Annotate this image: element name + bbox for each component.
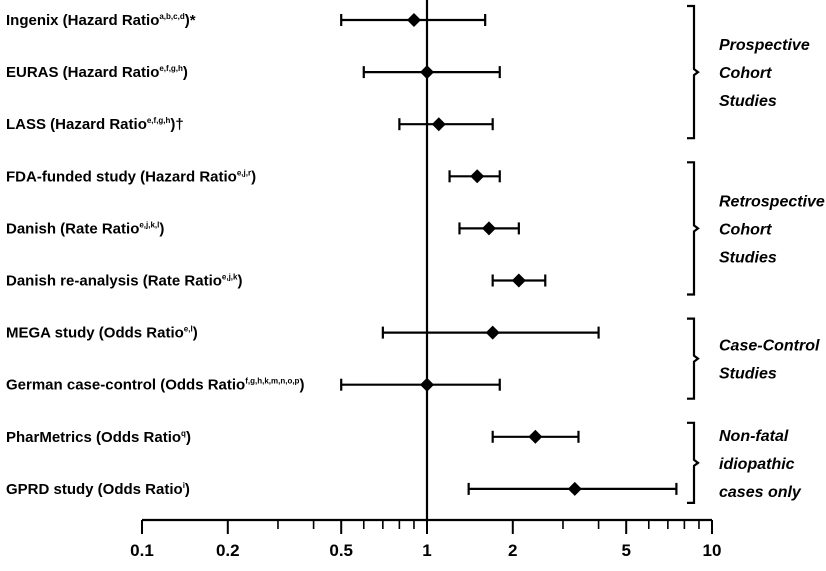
row-label-suffix: ) xyxy=(185,481,190,498)
x-tick-label: 0.5 xyxy=(329,541,353,560)
row-label-name: LASS (Hazard Ratio xyxy=(6,116,147,133)
row-label-name: Ingenix (Hazard Ratio xyxy=(6,12,159,29)
row-label-suffix: ) xyxy=(183,64,188,81)
row-label-suffix: )* xyxy=(185,12,196,29)
group-label: Retrospective xyxy=(719,193,825,210)
row-label-superscript: i xyxy=(183,481,185,490)
x-axis: 0.1 0.2 0.5 1 2 5 10 xyxy=(130,518,722,560)
group-label: Non-fatal xyxy=(719,428,789,445)
row-label-name: FDA-funded study (Hazard Ratio xyxy=(6,168,237,185)
point-estimate-diamond xyxy=(431,117,446,132)
row-label-superscript: e,j,r xyxy=(237,168,251,177)
row-label-name: EURAS (Hazard Ratio xyxy=(6,64,159,81)
point-estimate-diamond xyxy=(420,65,434,80)
row-label-superscript: f,g,h,k,m,n,o,p xyxy=(245,377,299,386)
row-label: German case-control (Odds Ratiof,g,h,k,m… xyxy=(6,377,304,394)
group-label: Studies xyxy=(719,93,777,110)
row-label-superscript: q xyxy=(181,429,186,438)
row-label: LASS (Hazard Ratioe,f,g,h)† xyxy=(6,116,184,133)
x-tick-label: 2 xyxy=(508,541,517,560)
confidence-intervals xyxy=(340,14,678,495)
row-label-name: Danish (Rate Ratio xyxy=(6,220,139,237)
row-label-superscript: a,b,c,d xyxy=(159,12,184,21)
group-bracket xyxy=(687,4,700,140)
row-label-superscript: e,f,g,h xyxy=(159,64,183,73)
row-label: Danish re-analysis (Rate Ratioe,j,k) xyxy=(6,273,242,290)
point-estimate-diamond xyxy=(470,169,485,184)
point-estimate-diamond xyxy=(481,221,496,236)
row-label: EURAS (Hazard Ratioe,f,g,h) xyxy=(6,64,188,81)
group-label: Studies xyxy=(719,249,777,266)
row-label: PharMetrics (Odds Ratioq) xyxy=(6,429,191,446)
row-label-suffix: ) xyxy=(251,168,256,185)
group-bracket xyxy=(687,421,700,504)
row-label: Danish (Rate Ratioe,j,k,l) xyxy=(6,220,164,237)
row-label: GPRD study (Odds Ratioi) xyxy=(6,481,190,498)
point-estimate-diamond xyxy=(511,273,526,288)
point-estimate-diamond xyxy=(567,481,582,496)
row-label: FDA-funded study (Hazard Ratioe,j,r) xyxy=(6,168,256,185)
row-label-name: MEGA study (Odds Ratio xyxy=(6,325,184,342)
row-label-suffix: ) xyxy=(299,377,304,394)
row-label-superscript: e,l xyxy=(184,325,193,334)
group-label: Cohort xyxy=(719,65,772,82)
row-label-name: Danish re-analysis (Rate Ratio xyxy=(6,273,222,290)
point-estimate-diamond xyxy=(406,13,421,27)
group-label: Cohort xyxy=(719,221,772,238)
group-label: Case-Control xyxy=(719,338,820,355)
x-tick-label: 0.1 xyxy=(130,541,154,560)
row-label-name: PharMetrics (Odds Ratio xyxy=(6,429,181,446)
row-label-suffix: ) xyxy=(237,273,242,290)
row-label-suffix: ) xyxy=(186,429,191,446)
group-bracket xyxy=(687,161,700,296)
row-label-suffix: )† xyxy=(170,116,183,133)
point-estimate-diamond xyxy=(528,429,543,444)
group-label: Prospective xyxy=(719,37,810,54)
point-estimate-diamond xyxy=(485,325,500,340)
row-labels: Ingenix (Hazard Ratioa,b,c,d)* EURAS (Haz… xyxy=(6,12,304,498)
row-label-superscript: e,j,k,l xyxy=(139,220,159,229)
group-label: cases only xyxy=(719,484,802,501)
x-tick-label: 5 xyxy=(621,541,630,560)
group-bracket xyxy=(687,317,700,400)
study-groups: Prospective Cohort Studies Retrospective Coh… xyxy=(687,4,825,504)
x-tick-label: 10 xyxy=(703,541,722,560)
row-label: Ingenix (Hazard Ratioa,b,c,d)* xyxy=(6,12,196,29)
row-label-name: German case-control (Odds Ratio xyxy=(6,377,245,394)
row-label-suffix: ) xyxy=(159,220,164,237)
row-label: MEGA study (Odds Ratioe,l) xyxy=(6,325,198,342)
point-estimate-diamond xyxy=(420,377,434,392)
group-label: Studies xyxy=(719,366,777,383)
x-tick-label: 0.2 xyxy=(216,541,240,560)
point-estimates xyxy=(406,13,582,496)
row-label-superscript: e,j,k xyxy=(222,273,238,282)
row-label-superscript: e,f,g,h xyxy=(147,116,171,125)
row-label-name: GPRD study (Odds Ratio xyxy=(6,481,183,498)
x-tick-label: 1 xyxy=(422,541,431,560)
row-label-suffix: ) xyxy=(193,325,198,342)
group-label: idiopathic xyxy=(719,456,795,473)
